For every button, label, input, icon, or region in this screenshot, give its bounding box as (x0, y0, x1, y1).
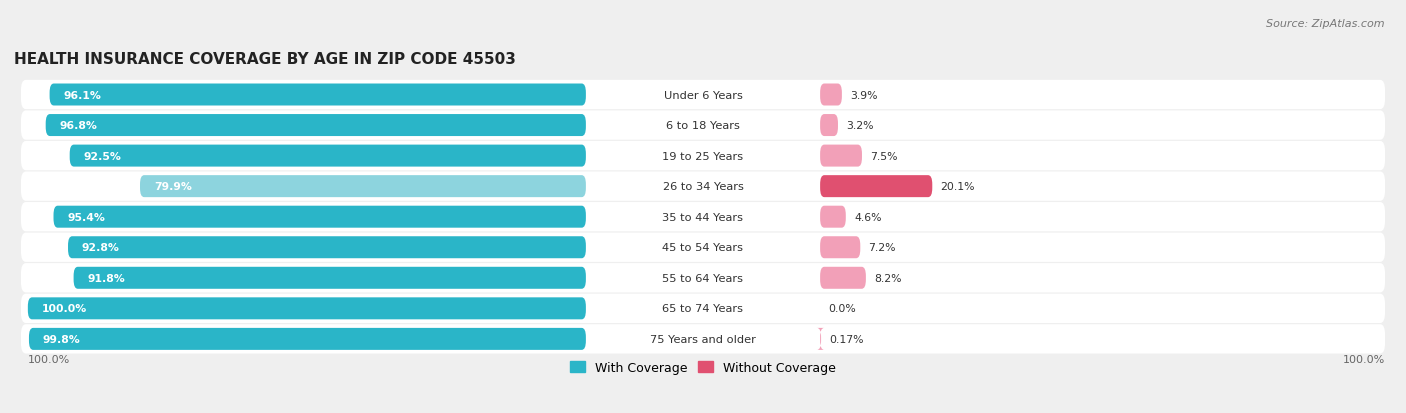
Text: 8.2%: 8.2% (875, 273, 901, 283)
FancyBboxPatch shape (30, 328, 586, 350)
Text: 55 to 64 Years: 55 to 64 Years (662, 273, 744, 283)
FancyBboxPatch shape (820, 267, 866, 289)
Text: 79.9%: 79.9% (153, 182, 191, 192)
Text: 26 to 34 Years: 26 to 34 Years (662, 182, 744, 192)
FancyBboxPatch shape (21, 172, 1385, 201)
Text: 100.0%: 100.0% (28, 354, 70, 364)
Text: 65 to 74 Years: 65 to 74 Years (662, 304, 744, 313)
Text: 45 to 54 Years: 45 to 54 Years (662, 243, 744, 253)
Text: 19 to 25 Years: 19 to 25 Years (662, 151, 744, 161)
Text: 95.4%: 95.4% (67, 212, 105, 222)
FancyBboxPatch shape (49, 84, 586, 106)
FancyBboxPatch shape (21, 111, 1385, 140)
Text: 96.1%: 96.1% (63, 90, 101, 100)
Legend: With Coverage, Without Coverage: With Coverage, Without Coverage (565, 356, 841, 379)
FancyBboxPatch shape (21, 233, 1385, 262)
FancyBboxPatch shape (21, 142, 1385, 171)
FancyBboxPatch shape (21, 81, 1385, 110)
FancyBboxPatch shape (53, 206, 586, 228)
Text: 35 to 44 Years: 35 to 44 Years (662, 212, 744, 222)
Text: 7.5%: 7.5% (870, 151, 898, 161)
FancyBboxPatch shape (820, 206, 846, 228)
Text: HEALTH INSURANCE COVERAGE BY AGE IN ZIP CODE 45503: HEALTH INSURANCE COVERAGE BY AGE IN ZIP … (14, 52, 516, 67)
Text: Source: ZipAtlas.com: Source: ZipAtlas.com (1267, 19, 1385, 28)
FancyBboxPatch shape (21, 325, 1385, 354)
FancyBboxPatch shape (21, 202, 1385, 232)
FancyBboxPatch shape (46, 115, 586, 137)
Text: 91.8%: 91.8% (87, 273, 125, 283)
FancyBboxPatch shape (820, 176, 932, 198)
FancyBboxPatch shape (820, 84, 842, 106)
FancyBboxPatch shape (817, 328, 824, 350)
Text: Under 6 Years: Under 6 Years (664, 90, 742, 100)
FancyBboxPatch shape (820, 145, 862, 167)
Text: 92.5%: 92.5% (83, 151, 121, 161)
FancyBboxPatch shape (28, 298, 586, 320)
FancyBboxPatch shape (21, 294, 1385, 323)
FancyBboxPatch shape (141, 176, 586, 198)
FancyBboxPatch shape (820, 115, 838, 137)
FancyBboxPatch shape (21, 263, 1385, 293)
Text: 96.8%: 96.8% (59, 121, 97, 131)
Text: 92.8%: 92.8% (82, 243, 120, 253)
Text: 100.0%: 100.0% (1343, 354, 1385, 364)
Text: 75 Years and older: 75 Years and older (650, 334, 756, 344)
FancyBboxPatch shape (70, 145, 586, 167)
Text: 7.2%: 7.2% (869, 243, 896, 253)
Text: 20.1%: 20.1% (941, 182, 974, 192)
Text: 6 to 18 Years: 6 to 18 Years (666, 121, 740, 131)
FancyBboxPatch shape (820, 237, 860, 259)
Text: 0.17%: 0.17% (830, 334, 863, 344)
Text: 99.8%: 99.8% (42, 334, 80, 344)
Text: 100.0%: 100.0% (42, 304, 87, 313)
Text: 4.6%: 4.6% (853, 212, 882, 222)
Text: 0.0%: 0.0% (828, 304, 856, 313)
Text: 3.2%: 3.2% (846, 121, 873, 131)
FancyBboxPatch shape (67, 237, 586, 259)
FancyBboxPatch shape (73, 267, 586, 289)
Text: 3.9%: 3.9% (851, 90, 877, 100)
